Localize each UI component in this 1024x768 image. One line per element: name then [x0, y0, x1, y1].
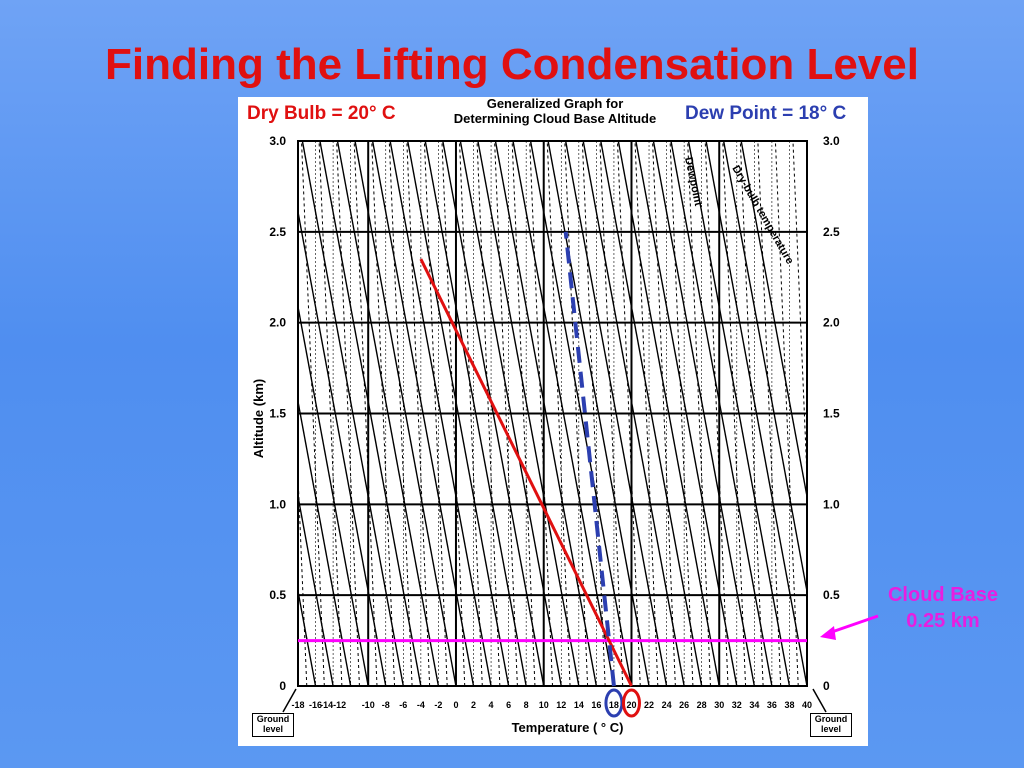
graph-title-line1: Generalized Graph for: [486, 96, 624, 111]
x-tick-label: -8: [382, 700, 390, 710]
ground-level-arrow-left: [282, 688, 297, 713]
dew-point-highlight-circle: [604, 688, 624, 718]
y-tick-label-right: 1.0: [823, 497, 840, 511]
y-tick-label-left: 0: [279, 679, 286, 693]
x-tick-label: 6: [506, 700, 511, 710]
x-tick-label: 8: [524, 700, 529, 710]
x-tick-label: 40: [802, 700, 812, 710]
ground-level-left-box: Ground level: [252, 713, 294, 737]
x-tick-label: 0: [453, 700, 458, 710]
y-tick-label-left: 1.5: [269, 407, 286, 421]
dewpoint-guide-line: [297, 476, 308, 687]
plot-frame: [297, 140, 808, 687]
dry-adiabat-line: [740, 140, 808, 497]
x-tick-label: 38: [784, 700, 794, 710]
y-tick-label-right: 3.0: [823, 134, 840, 148]
ground-level-right-box: Ground level: [810, 713, 852, 737]
x-tick-label: 2: [471, 700, 476, 710]
dew-point-line: [563, 231, 616, 687]
x-tick-label: -18: [291, 700, 304, 710]
dry-bulb-highlight-circle: [621, 688, 641, 718]
y-tick-label-left: 2.5: [269, 225, 286, 239]
y-tick-label-right: 2.5: [823, 225, 840, 239]
dry-adiabat-line: [297, 496, 334, 687]
x-tick-label: 22: [644, 700, 654, 710]
y-axis-title: Altitude (km): [251, 379, 266, 458]
y-tick-label-right: 0: [823, 679, 830, 693]
ground-level-arrow-right: [812, 688, 827, 713]
cloud-base-label: Cloud Base 0.25 km: [868, 582, 1018, 634]
x-tick-label: 20: [626, 700, 636, 710]
dry-adiabat-line: [297, 211, 387, 687]
x-tick-label: 18: [609, 700, 619, 710]
x-tick-label: 10: [539, 700, 549, 710]
dry-bulb-line: [419, 258, 633, 687]
x-tick-label: -16: [309, 700, 322, 710]
graph-title-line2: Determining Cloud Base Altitude: [453, 111, 657, 126]
x-tick-label: 16: [591, 700, 601, 710]
x-axis-title: Temperature ( ° C): [512, 720, 624, 735]
x-tick-label: -2: [434, 700, 442, 710]
y-tick-label-left: 1.0: [269, 497, 286, 511]
dewpoint-guide-line: [792, 140, 808, 477]
dry-bulb-label: Dry Bulb = 20° C: [247, 103, 396, 124]
cloud-base-arrowhead: [820, 626, 836, 640]
slide-title: Finding the Lifting Condensation Level: [105, 40, 919, 89]
x-tick-label: -10: [362, 700, 375, 710]
y-tick-label-left: 0.5: [269, 588, 286, 602]
cloud-base-line2: 0.25 km: [906, 610, 980, 632]
x-tick-label: 12: [556, 700, 566, 710]
x-tick-label: -14-12: [320, 700, 346, 710]
dewpoint-line-label: Dewpoint: [682, 156, 704, 207]
y-tick-label-right: 0.5: [823, 588, 840, 602]
y-tick-label-right: 1.5: [823, 407, 840, 421]
dry-adiabat-line: [297, 401, 352, 687]
x-tick-label: 36: [767, 700, 777, 710]
x-tick-label: 26: [679, 700, 689, 710]
x-tick-label: 24: [662, 700, 672, 710]
x-tick-label: 28: [697, 700, 707, 710]
x-tick-label: -4: [417, 700, 425, 710]
x-tick-label: 34: [749, 700, 759, 710]
x-tick-label: -6: [399, 700, 407, 710]
cloud-base-line1: Cloud Base: [887, 584, 999, 606]
x-tick-label: 30: [714, 700, 724, 710]
dry-bulb-line-label: Dry-bulb temperature: [729, 164, 795, 267]
x-tick-label: 4: [489, 700, 494, 710]
y-tick-label-right: 2.0: [823, 316, 840, 330]
dry-adiabat-line: [297, 591, 317, 687]
graph-title: Generalized Graph for Determining Cloud …: [430, 96, 680, 126]
dew-point-label: Dew Point = 18° C: [685, 103, 847, 124]
x-tick-label: 14: [574, 700, 584, 710]
y-tick-label-left: 2.0: [269, 316, 286, 330]
x-tick-label: 32: [732, 700, 742, 710]
y-tick-label-left: 3.0: [269, 134, 286, 148]
dry-adiabat-line: [722, 140, 808, 592]
dry-adiabat-line: [297, 306, 369, 687]
